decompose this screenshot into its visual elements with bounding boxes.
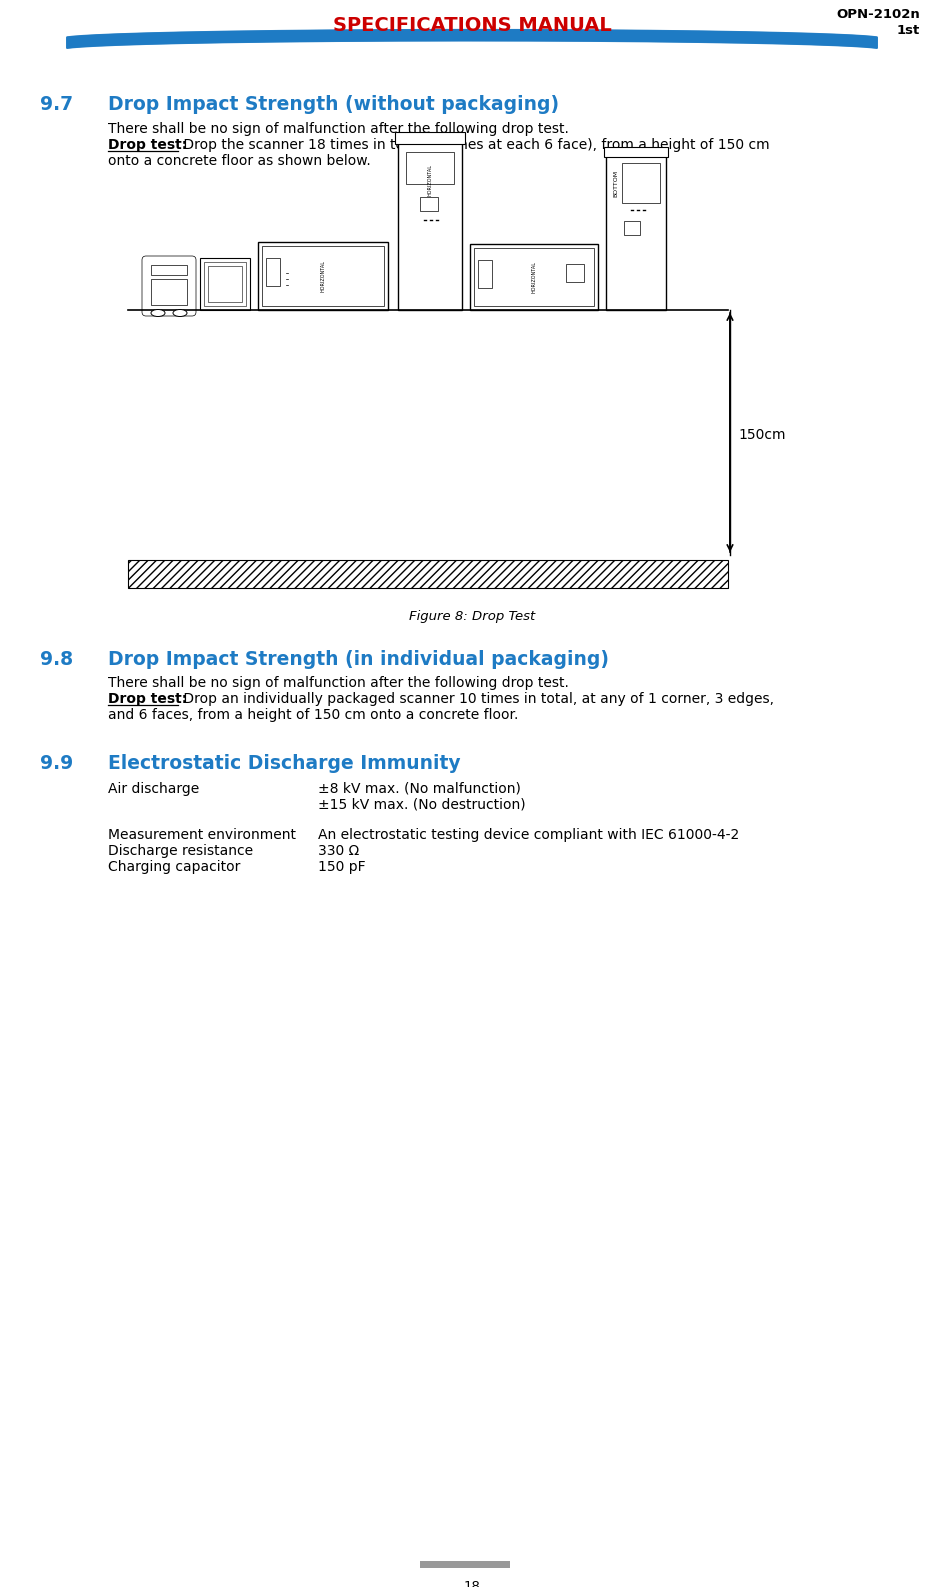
Text: 9.7: 9.7 bbox=[40, 95, 73, 114]
Text: SPECIFICATIONS MANUAL: SPECIFICATIONS MANUAL bbox=[332, 16, 612, 35]
Text: Drop an individually packaged scanner 10 times in total, at any of 1 corner, 3 e: Drop an individually packaged scanner 10… bbox=[179, 692, 774, 706]
Bar bbox=[128, 560, 728, 589]
Text: 9.9: 9.9 bbox=[40, 754, 74, 773]
Text: 150 pF: 150 pF bbox=[318, 860, 365, 874]
Bar bbox=[420, 197, 438, 211]
Bar bbox=[151, 279, 187, 305]
Bar bbox=[204, 262, 246, 306]
Text: HORIZONTAL: HORIZONTAL bbox=[321, 260, 326, 292]
Text: 9.8: 9.8 bbox=[40, 651, 73, 670]
Bar bbox=[624, 221, 640, 235]
Text: ±8 kV max. (No malfunction): ±8 kV max. (No malfunction) bbox=[318, 782, 521, 797]
Text: 1st: 1st bbox=[897, 24, 920, 37]
Bar bbox=[622, 163, 660, 203]
Text: 18: 18 bbox=[464, 1581, 480, 1587]
Bar bbox=[604, 148, 668, 157]
Bar bbox=[148, 262, 190, 309]
Bar bbox=[478, 260, 492, 287]
Bar bbox=[606, 156, 666, 309]
Text: Drop Impact Strength (without packaging): Drop Impact Strength (without packaging) bbox=[108, 95, 559, 114]
Text: BOTTOM: BOTTOM bbox=[614, 170, 618, 197]
Text: HORIZONTAL: HORIZONTAL bbox=[428, 163, 432, 197]
Text: OPN-2102n: OPN-2102n bbox=[836, 8, 920, 21]
Bar bbox=[566, 263, 584, 282]
Text: There shall be no sign of malfunction after the following drop test.: There shall be no sign of malfunction af… bbox=[108, 122, 569, 136]
Bar bbox=[470, 244, 598, 309]
Text: Air discharge: Air discharge bbox=[108, 782, 199, 797]
Text: Drop Impact Strength (in individual packaging): Drop Impact Strength (in individual pack… bbox=[108, 651, 609, 670]
Text: Drop test:: Drop test: bbox=[108, 138, 187, 152]
Text: and 6 faces, from a height of 150 cm onto a concrete floor.: and 6 faces, from a height of 150 cm ont… bbox=[108, 708, 518, 722]
Text: Figure 8: Drop Test: Figure 8: Drop Test bbox=[409, 609, 535, 624]
Bar bbox=[266, 259, 280, 286]
Text: Drop the scanner 18 times in total (3 times at each 6 face), from a height of 15: Drop the scanner 18 times in total (3 ti… bbox=[179, 138, 769, 152]
Bar bbox=[398, 141, 462, 309]
Text: Charging capacitor: Charging capacitor bbox=[108, 860, 241, 874]
Text: 330 Ω: 330 Ω bbox=[318, 844, 360, 859]
Bar bbox=[151, 265, 187, 275]
Ellipse shape bbox=[173, 309, 187, 316]
Bar bbox=[200, 259, 250, 309]
Text: An electrostatic testing device compliant with IEC 61000-4-2: An electrostatic testing device complian… bbox=[318, 828, 739, 843]
Text: ±15 kV max. (No destruction): ±15 kV max. (No destruction) bbox=[318, 798, 526, 813]
Bar bbox=[262, 246, 384, 306]
Bar bbox=[258, 241, 388, 309]
Text: HORIZONTAL: HORIZONTAL bbox=[531, 260, 536, 294]
Bar bbox=[420, 1562, 510, 1568]
Text: Electrostatic Discharge Immunity: Electrostatic Discharge Immunity bbox=[108, 754, 461, 773]
FancyBboxPatch shape bbox=[142, 256, 196, 316]
Text: onto a concrete floor as shown below.: onto a concrete floor as shown below. bbox=[108, 154, 371, 168]
Text: 150cm: 150cm bbox=[738, 428, 785, 443]
Bar bbox=[208, 267, 242, 302]
Text: There shall be no sign of malfunction after the following drop test.: There shall be no sign of malfunction af… bbox=[108, 676, 569, 690]
Bar bbox=[474, 248, 594, 306]
Text: Discharge resistance: Discharge resistance bbox=[108, 844, 253, 859]
Text: Measurement environment: Measurement environment bbox=[108, 828, 296, 843]
Ellipse shape bbox=[151, 309, 165, 316]
Bar bbox=[395, 132, 465, 144]
Bar bbox=[406, 152, 454, 184]
Text: Drop test:: Drop test: bbox=[108, 692, 187, 706]
